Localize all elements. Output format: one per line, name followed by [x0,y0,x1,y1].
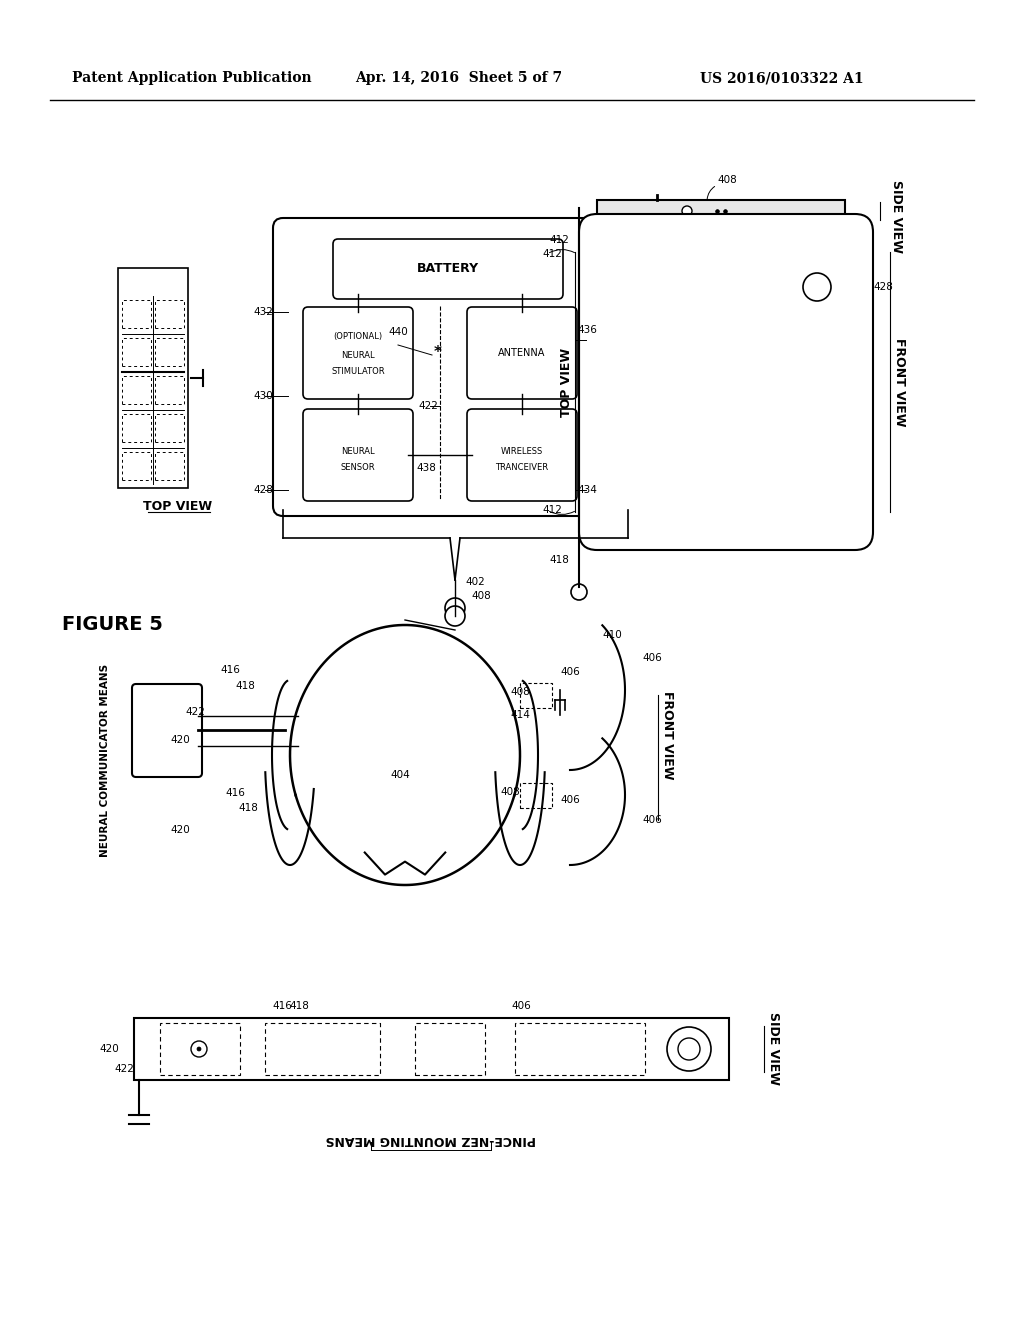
Text: ANTENNA: ANTENNA [499,348,546,358]
Bar [155,338,184,366]
Text: 428: 428 [253,484,272,495]
Bar [122,300,151,327]
FancyBboxPatch shape [303,308,413,399]
Text: FRONT VIEW: FRONT VIEW [662,690,675,779]
Circle shape [667,1027,711,1071]
Text: 416: 416 [272,1001,292,1011]
Text: 406: 406 [560,795,580,805]
Text: 420: 420 [170,735,189,744]
FancyBboxPatch shape [333,239,563,300]
Text: NEURAL: NEURAL [341,446,375,455]
Text: 406: 406 [642,653,662,663]
Text: *: * [434,346,442,360]
Text: 406: 406 [560,667,580,677]
Text: (OPTIONAL): (OPTIONAL) [334,333,383,342]
Text: 422: 422 [418,401,438,411]
Text: 408: 408 [471,591,490,601]
Text: 434: 434 [577,484,597,495]
Text: TRANCEIVER: TRANCEIVER [496,463,549,473]
Circle shape [682,206,692,216]
Text: 412: 412 [549,235,569,246]
Bar [134,1018,729,1080]
Text: SENSOR: SENSOR [341,463,376,473]
Text: 406: 406 [642,814,662,825]
Text: NEURAL COMMUNICATOR MEANS: NEURAL COMMUNICATOR MEANS [100,664,110,857]
Text: STIMULATOR: STIMULATOR [331,367,385,376]
Circle shape [445,606,465,626]
Bar [155,414,184,442]
Text: 408: 408 [510,686,529,697]
Bar [520,682,552,708]
Circle shape [571,583,587,601]
Text: 416: 416 [225,788,245,799]
Text: 428: 428 [873,282,893,292]
Circle shape [803,273,831,301]
Text: 408: 408 [717,176,736,185]
Text: 406: 406 [511,1001,530,1011]
Text: PINCE-NEZ MOUNTING MEANS: PINCE-NEZ MOUNTING MEANS [326,1134,537,1147]
Text: NEURAL: NEURAL [341,351,375,359]
Text: 408: 408 [500,787,520,797]
Text: WIRELESS: WIRELESS [501,446,543,455]
Bar [515,1023,645,1074]
Bar [155,376,184,404]
Text: 412: 412 [542,506,562,515]
Text: 420: 420 [170,825,189,836]
Bar [122,451,151,480]
Text: 420: 420 [99,1044,119,1053]
Text: 412: 412 [542,249,562,259]
Text: 436: 436 [577,325,597,335]
FancyBboxPatch shape [303,409,413,502]
Text: Patent Application Publication: Patent Application Publication [72,71,311,84]
Circle shape [445,598,465,618]
Text: FRONT VIEW: FRONT VIEW [894,338,906,426]
Text: 414: 414 [510,710,529,719]
Bar [155,300,184,327]
Bar [122,338,151,366]
Text: SIDE VIEW: SIDE VIEW [890,180,903,252]
Bar [520,783,552,808]
Text: FIGURE 5: FIGURE 5 [62,615,163,635]
Text: 432: 432 [253,308,272,317]
Text: TOP VIEW: TOP VIEW [560,347,573,417]
Text: 416: 416 [220,665,240,675]
FancyBboxPatch shape [273,218,638,516]
Circle shape [197,1047,201,1051]
Text: 438: 438 [416,463,436,473]
Circle shape [678,1038,700,1060]
Bar [265,1023,380,1074]
Text: 410: 410 [602,630,622,640]
Text: BATTERY: BATTERY [417,263,479,276]
Bar [122,414,151,442]
Text: 418: 418 [289,1001,309,1011]
FancyBboxPatch shape [467,409,577,502]
Text: 402: 402 [465,577,484,587]
Text: SIDE VIEW: SIDE VIEW [768,1012,780,1085]
Text: Apr. 14, 2016  Sheet 5 of 7: Apr. 14, 2016 Sheet 5 of 7 [355,71,562,84]
Text: 422: 422 [185,708,205,717]
FancyBboxPatch shape [132,684,202,777]
Bar [597,201,845,222]
Bar [415,1023,485,1074]
Bar [160,1023,240,1074]
Text: 418: 418 [238,803,258,813]
Bar [122,376,151,404]
Text: 418: 418 [549,554,569,565]
Text: TOP VIEW: TOP VIEW [143,499,213,512]
FancyBboxPatch shape [579,214,873,550]
Text: 418: 418 [234,681,255,690]
Text: 422: 422 [114,1064,134,1074]
FancyBboxPatch shape [467,308,577,399]
Text: 404: 404 [390,770,410,780]
Bar [118,268,188,488]
Circle shape [191,1041,207,1057]
Text: 430: 430 [253,391,272,401]
Text: US 2016/0103322 A1: US 2016/0103322 A1 [700,71,863,84]
Bar [155,451,184,480]
Text: 440: 440 [388,327,408,337]
